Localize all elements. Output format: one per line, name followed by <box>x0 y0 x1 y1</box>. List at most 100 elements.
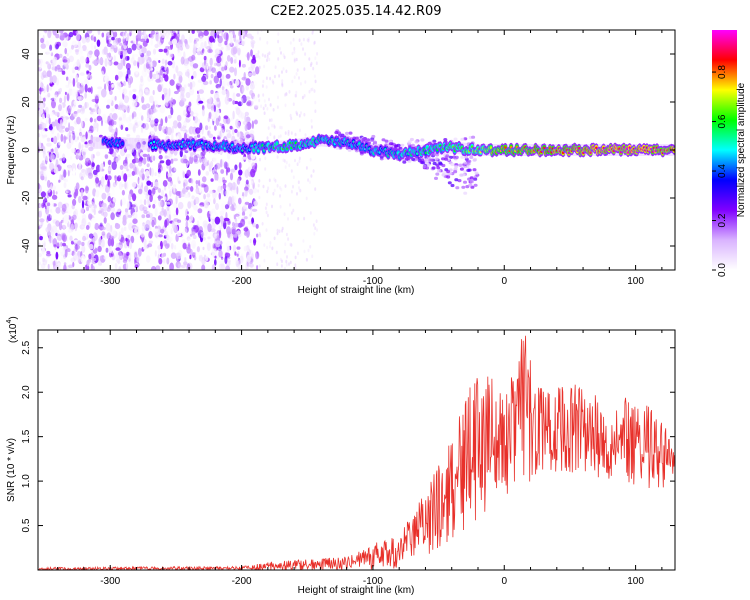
noise-speck <box>217 42 222 47</box>
noise-speck <box>141 104 147 110</box>
noise-speck <box>202 220 208 228</box>
noise-speck <box>234 222 240 228</box>
noise-speck <box>228 196 233 205</box>
noise-speck <box>123 226 127 231</box>
noise-speck <box>239 255 244 264</box>
noise-speck <box>42 170 49 177</box>
ridge-wisp <box>463 191 468 195</box>
noise-speck <box>99 255 102 260</box>
noise-speck <box>221 66 225 72</box>
snr-x-tick-label: 0 <box>501 576 507 587</box>
noise-speck <box>121 104 127 112</box>
noise-speck <box>70 257 76 263</box>
spectrogram-y-label: Frequency (Hz) <box>6 116 17 185</box>
noise-speck <box>56 151 60 159</box>
noise-speck <box>141 96 145 104</box>
noise-speck <box>60 219 64 224</box>
noise-speck <box>140 168 145 174</box>
ridge-wisp <box>432 139 437 143</box>
noise-speck <box>246 52 250 61</box>
noise-speck <box>175 65 179 74</box>
noise-speck <box>114 74 119 81</box>
noise-speck <box>272 108 275 112</box>
noise-speck <box>225 117 231 125</box>
noise-speck <box>117 175 122 180</box>
noise-speck <box>245 134 251 139</box>
noise-speck <box>125 153 131 158</box>
noise-speck <box>133 116 139 120</box>
noise-speck <box>231 78 235 84</box>
noise-speck <box>126 168 129 172</box>
noise-speck <box>188 136 193 140</box>
noise-speck <box>48 125 53 131</box>
noise-speck <box>63 182 67 189</box>
noise-speck <box>90 35 94 41</box>
noise-speck <box>69 135 74 144</box>
noise-speck <box>127 234 131 239</box>
noise-speck <box>311 31 314 35</box>
snr-x-label: Height of straight line (km) <box>298 585 415 596</box>
spectrogram-x-tick-label: 100 <box>627 276 644 287</box>
noise-speck <box>286 255 288 259</box>
noise-speck <box>62 242 66 247</box>
noise-speck <box>268 118 271 123</box>
noise-speck <box>163 258 166 264</box>
noise-speck <box>94 45 97 50</box>
noise-speck <box>316 228 318 232</box>
noise-speck <box>263 243 266 247</box>
noise-speck <box>127 214 132 218</box>
ridge-wisp <box>459 173 464 177</box>
noise-speck <box>296 68 299 72</box>
noise-speck <box>191 30 195 34</box>
noise-speck <box>58 221 63 231</box>
noise-speck <box>200 50 204 56</box>
noise-speck <box>68 190 71 195</box>
noise-speck <box>138 169 143 175</box>
noise-speck <box>81 214 87 220</box>
noise-speck <box>56 41 61 47</box>
noise-speck <box>76 82 81 89</box>
noise-speck <box>180 56 185 65</box>
noise-speck <box>226 167 231 173</box>
noise-speck <box>55 220 60 227</box>
noise-speck <box>276 184 279 188</box>
noise-speck <box>142 158 146 163</box>
noise-speck <box>110 247 115 255</box>
noise-speck <box>104 58 108 67</box>
noise-speck <box>139 83 143 93</box>
noise-speck <box>126 116 132 124</box>
noise-speck <box>215 203 219 210</box>
noise-speck <box>217 136 221 140</box>
noise-speck <box>121 170 124 180</box>
noise-speck <box>49 44 53 52</box>
snr-y-tick-label: 1.0 <box>21 474 32 488</box>
noise-speck <box>68 107 71 114</box>
ridge-wisp <box>467 159 472 163</box>
noise-speck <box>76 59 80 67</box>
noise-speck <box>312 66 315 71</box>
noise-speck <box>167 176 173 182</box>
noise-speck <box>48 117 51 125</box>
noise-speck <box>164 155 168 159</box>
noise-speck <box>105 247 109 253</box>
ridge-halo <box>92 136 94 149</box>
noise-speck <box>295 90 298 95</box>
noise-speck <box>109 201 116 208</box>
noise-speck <box>259 37 262 41</box>
ridge-wisp <box>470 185 475 189</box>
noise-speck <box>315 61 318 65</box>
noise-speck <box>73 191 77 199</box>
noise-speck <box>46 142 52 147</box>
noise-speck <box>212 243 216 250</box>
noise-speck <box>131 182 138 188</box>
noise-speck <box>169 262 174 270</box>
noise-speck <box>242 86 245 94</box>
noise-speck <box>185 186 191 190</box>
noise-speck <box>145 193 149 200</box>
noise-speck <box>221 89 227 96</box>
noise-speck <box>313 40 316 45</box>
noise-speck <box>290 211 293 215</box>
noise-speck <box>236 177 241 185</box>
noise-speck <box>154 43 159 49</box>
noise-speck <box>273 134 276 139</box>
